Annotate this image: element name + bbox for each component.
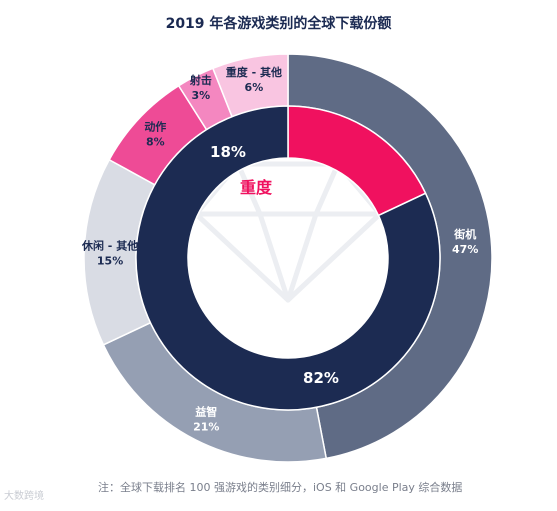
watermark: 大数跨境 (4, 491, 44, 502)
inner-label-value-1: 82% (303, 369, 339, 387)
outer-label-name-3: 动作 (144, 119, 166, 133)
inner-slice-1 (135, 105, 441, 411)
footnote: 注：全球下载排名 100 强游戏的类别细分，iOS 和 Google Play … (98, 481, 463, 494)
outer-label-name-0: 街机 (453, 227, 476, 241)
outer-label-value-5: 6% (245, 81, 264, 94)
inner-ring (135, 105, 441, 411)
outer-label-name-2: 休闲 - 其他 (81, 238, 138, 252)
outer-label-value-4: 3% (191, 89, 210, 102)
inner-label-name-0: 重度 (240, 178, 273, 197)
outer-label-value-1: 21% (193, 420, 219, 433)
outer-label-name-4: 射击 (189, 73, 212, 87)
outer-label-value-3: 8% (146, 135, 165, 148)
chart-title: 2019 年各游戏类别的全球下载份额 (165, 16, 392, 32)
inner-label-value-0: 18% (210, 143, 246, 161)
background-diamond-icon (193, 161, 383, 303)
labels: 街机 47% 益智 21% 休闲 - 其他 15% 动作 8% 射击 3% 重度 - 其他 6% 18%… (81, 65, 478, 433)
outer-label-value-2: 15% (97, 254, 123, 267)
outer-label-name-5: 重度 - 其他 (226, 65, 282, 79)
outer-label-value-0: 47% (452, 243, 478, 256)
inner-label-name-1: 休闲 (273, 327, 308, 348)
outer-label-name-1: 益智 (195, 404, 217, 418)
